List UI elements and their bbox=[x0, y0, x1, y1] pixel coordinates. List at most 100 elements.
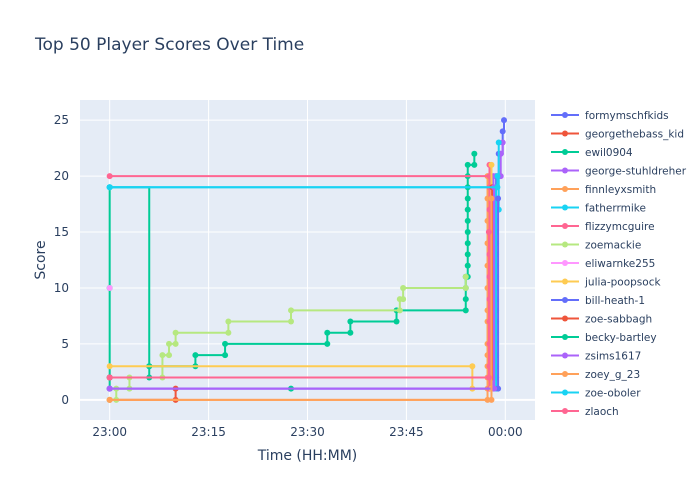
data-point bbox=[396, 307, 403, 314]
legend-label: eliwarnke255 bbox=[585, 258, 655, 270]
data-point bbox=[494, 184, 501, 191]
y-axis-title: Score bbox=[33, 240, 49, 279]
data-point bbox=[464, 195, 471, 202]
y-tick-label: 0 bbox=[61, 393, 69, 407]
legend-label: zsims1617 bbox=[585, 351, 641, 363]
legend-item[interactable]: george-stuhldreher bbox=[551, 166, 687, 178]
legend-item[interactable]: zoe-sabbagh bbox=[551, 314, 652, 326]
legend-marker bbox=[562, 408, 568, 414]
data-point bbox=[501, 117, 508, 124]
legend-marker bbox=[562, 389, 568, 396]
data-point bbox=[106, 284, 113, 291]
data-point bbox=[106, 363, 113, 370]
legend-marker bbox=[562, 260, 568, 266]
data-point bbox=[192, 352, 199, 359]
legend-label: zlaoch bbox=[585, 406, 619, 418]
legend-marker bbox=[562, 315, 568, 322]
legend-label: zoe-oboler bbox=[585, 388, 641, 400]
legend[interactable]: formymschfkids georgethebass_kid ewil0904 g… bbox=[551, 110, 687, 418]
data-point bbox=[106, 184, 113, 191]
data-point bbox=[462, 307, 469, 314]
legend-marker bbox=[562, 297, 568, 303]
y-tick-label: 25 bbox=[54, 113, 69, 127]
data-point bbox=[462, 296, 469, 303]
legend-label: julia-poopsock bbox=[584, 277, 661, 289]
legend-item[interactable]: zsims1617 bbox=[551, 351, 641, 363]
legend-item[interactable]: bill-heath-1 bbox=[551, 295, 645, 307]
series-zoey_g_23 bbox=[106, 195, 495, 403]
legend-item[interactable]: zlaoch bbox=[551, 406, 619, 418]
data-point bbox=[172, 340, 179, 347]
data-point bbox=[464, 262, 471, 269]
legend-marker bbox=[562, 241, 568, 248]
legend-item[interactable]: julia-poopsock bbox=[551, 277, 661, 289]
legend-label: zoey_g_23 bbox=[585, 369, 640, 381]
data-point bbox=[225, 329, 232, 336]
legend-marker bbox=[562, 167, 568, 174]
legend-label: bill-heath-1 bbox=[585, 295, 645, 307]
legend-label: becky-bartley bbox=[585, 332, 657, 344]
data-point bbox=[462, 284, 469, 291]
x-tick-label: 23:15 bbox=[191, 425, 226, 439]
legend-label: zoe-sabbagh bbox=[585, 314, 652, 326]
data-point bbox=[288, 318, 295, 325]
legend-item[interactable]: finnleyxsmith bbox=[551, 184, 656, 196]
data-point bbox=[222, 340, 229, 347]
legend-marker bbox=[562, 223, 568, 229]
legend-marker bbox=[562, 278, 568, 285]
series-eliwarnke255 bbox=[106, 284, 113, 291]
y-tick-label: 20 bbox=[54, 169, 69, 183]
series-line bbox=[108, 153, 476, 389]
series-zlaoch bbox=[106, 229, 492, 381]
data-point bbox=[172, 329, 179, 336]
legend-item[interactable]: formymschfkids bbox=[551, 110, 669, 122]
data-point bbox=[166, 340, 173, 347]
x-tick-label: 23:00 bbox=[92, 425, 127, 439]
data-point bbox=[159, 352, 166, 359]
legend-label: zoemackie bbox=[585, 240, 641, 252]
legend-label: ewil0904 bbox=[585, 147, 633, 159]
legend-label: formymschfkids bbox=[585, 110, 669, 122]
legend-marker bbox=[562, 130, 568, 137]
data-point bbox=[471, 161, 478, 168]
legend-label: george-stuhldreher bbox=[585, 166, 687, 178]
data-point bbox=[347, 329, 354, 336]
legend-item[interactable]: zoe-oboler bbox=[551, 388, 641, 400]
data-point bbox=[106, 385, 113, 392]
data-point bbox=[324, 340, 331, 347]
legend-item[interactable]: georgethebass_kid bbox=[551, 129, 684, 141]
legend-marker bbox=[562, 352, 568, 359]
data-point bbox=[400, 284, 407, 291]
data-point bbox=[464, 206, 471, 213]
data-point bbox=[106, 374, 113, 381]
x-axis-title: Time (HH:MM) bbox=[257, 448, 358, 464]
legend-item[interactable]: zoey_g_23 bbox=[551, 369, 640, 381]
data-point bbox=[499, 128, 506, 135]
legend-marker bbox=[562, 186, 568, 192]
data-point bbox=[494, 173, 501, 180]
data-point bbox=[488, 396, 495, 403]
legend-item[interactable]: flizzymcguire bbox=[551, 221, 655, 233]
legend-label: finnleyxsmith bbox=[585, 184, 656, 196]
legend-item[interactable]: zoemackie bbox=[551, 240, 641, 252]
data-point bbox=[462, 273, 469, 280]
y-tick-label: 15 bbox=[54, 225, 69, 239]
data-point bbox=[488, 161, 495, 168]
data-point bbox=[400, 296, 407, 303]
legend-item[interactable]: fatherrmike bbox=[551, 203, 646, 215]
data-point bbox=[288, 307, 295, 314]
legend-item[interactable]: ewil0904 bbox=[551, 147, 633, 159]
legend-marker bbox=[562, 149, 568, 155]
data-point bbox=[106, 396, 113, 403]
data-point bbox=[464, 251, 471, 258]
data-point bbox=[106, 173, 113, 180]
tick-layer: 23:00 23:15 23:30 23:45 00:00 0 5 10 15 20 25 bbox=[54, 113, 523, 439]
legend-item[interactable]: becky-bartley bbox=[551, 332, 657, 344]
data-point bbox=[393, 318, 400, 325]
data-point bbox=[222, 352, 229, 359]
y-tick-label: 10 bbox=[54, 281, 69, 295]
legend-item[interactable]: eliwarnke255 bbox=[551, 258, 655, 270]
legend-label: fatherrmike bbox=[585, 203, 646, 215]
